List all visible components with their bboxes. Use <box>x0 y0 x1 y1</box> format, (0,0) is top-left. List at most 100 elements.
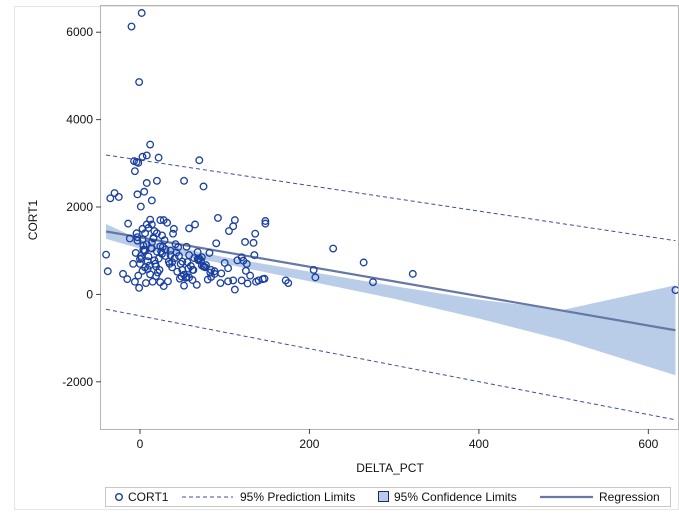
data-point <box>237 276 246 285</box>
data-point <box>250 251 259 260</box>
data-point <box>359 258 368 267</box>
data-point <box>165 259 174 268</box>
data-point <box>408 269 417 278</box>
data-point <box>183 258 192 267</box>
plot-area <box>102 9 678 421</box>
legend-label-confidence: 95% Confidence Limits <box>394 490 517 504</box>
data-point <box>261 219 270 228</box>
data-point <box>156 216 165 225</box>
data-point <box>144 252 153 261</box>
x-tick-label: 200 <box>299 437 319 451</box>
data-point <box>230 285 239 294</box>
data-point <box>251 229 260 238</box>
data-point <box>254 276 263 285</box>
y-tick-label: -2000 <box>62 375 93 389</box>
data-point <box>224 264 233 273</box>
data-point <box>123 275 132 284</box>
data-point <box>133 236 142 245</box>
legend-item-confidence: 95% Confidence Limits <box>378 490 517 504</box>
x-tick-label: 400 <box>469 437 489 451</box>
data-point <box>142 151 151 160</box>
data-point <box>106 194 115 203</box>
data-point <box>134 158 143 167</box>
data-point <box>177 272 186 281</box>
data-point <box>172 248 181 257</box>
data-point <box>207 272 216 281</box>
data-point <box>125 234 134 243</box>
data-point <box>309 265 318 274</box>
data-point <box>212 239 221 248</box>
data-point <box>103 267 112 276</box>
legend-label-cort1: CORT1 <box>128 490 169 504</box>
legend: CORT1 95% Prediction Limits 95% Confiden… <box>105 487 671 507</box>
data-point <box>178 257 187 266</box>
data-point <box>130 167 139 176</box>
data-point <box>241 238 249 246</box>
data-point <box>137 9 146 17</box>
data-point <box>152 262 161 271</box>
data-point <box>192 280 201 289</box>
data-point <box>102 250 111 259</box>
data-point <box>148 277 157 286</box>
data-point <box>205 248 214 257</box>
data-point <box>311 273 320 282</box>
data-point <box>134 271 143 280</box>
data-point <box>261 217 270 225</box>
page-frame <box>14 6 679 510</box>
data-point <box>163 277 172 286</box>
data-point <box>135 283 144 292</box>
confidence-band <box>106 224 676 376</box>
data-point <box>152 176 161 185</box>
data-point <box>138 152 147 161</box>
x-tick-label: 0 <box>137 437 144 451</box>
data-point <box>142 179 151 187</box>
data-point <box>133 233 142 242</box>
data-point <box>146 215 155 224</box>
legend-label-prediction: 95% Prediction Limits <box>240 490 355 504</box>
data-point <box>284 279 293 287</box>
data-point <box>139 241 148 250</box>
data-point <box>217 269 226 278</box>
data-point <box>175 274 184 283</box>
data-point <box>188 265 197 274</box>
legend-item-cort1: CORT1 <box>114 490 169 504</box>
regression-line <box>105 230 676 332</box>
data-point <box>110 189 119 197</box>
data-point <box>216 279 225 287</box>
data-point <box>229 222 238 231</box>
data-point <box>157 247 166 256</box>
prediction-limit-lower <box>105 308 676 421</box>
data-point <box>143 257 152 266</box>
data-point <box>119 269 127 278</box>
data-point <box>369 278 377 287</box>
data-point <box>174 243 183 252</box>
legend-item-regression: Regression <box>540 490 660 504</box>
data-point <box>329 244 338 253</box>
data-point <box>199 262 208 271</box>
data-point <box>133 190 142 199</box>
data-point <box>182 242 191 251</box>
data-point <box>185 224 194 233</box>
data-point <box>135 78 144 86</box>
data-point <box>140 187 149 196</box>
data-point <box>243 279 252 288</box>
x-axis: 0 200 400 600 <box>137 429 659 451</box>
data-point <box>241 266 250 275</box>
data-point <box>130 277 139 286</box>
data-point <box>124 219 133 228</box>
data-point <box>154 153 163 162</box>
data-point <box>233 256 242 265</box>
data-point <box>213 213 222 222</box>
legend-swatch-band <box>378 491 389 502</box>
x-tick-label: 600 <box>638 437 658 451</box>
data-point <box>156 278 165 287</box>
data-point <box>158 242 167 251</box>
data-point <box>180 281 188 290</box>
data-point <box>249 238 258 247</box>
data-point <box>169 224 178 233</box>
data-point <box>149 233 158 242</box>
data-point <box>229 276 238 285</box>
data-point <box>159 216 168 225</box>
y-axis: -2000 0 2000 4000 6000 <box>62 25 101 389</box>
